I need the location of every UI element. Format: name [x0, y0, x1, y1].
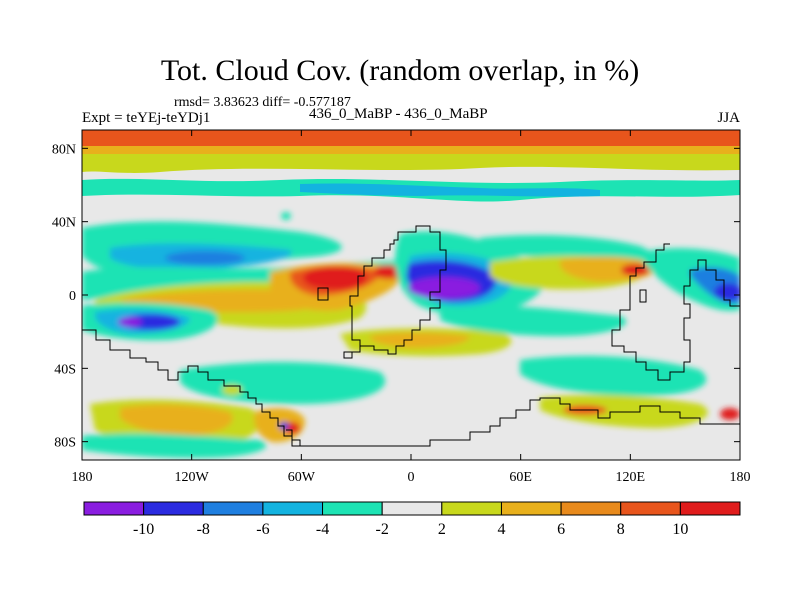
y-tick-label: 40N [52, 216, 76, 231]
colorbar-swatch [382, 502, 442, 515]
y-tick-label: 0 [69, 289, 76, 304]
blob-atl-red [303, 266, 367, 290]
x-tick-label: 120E [616, 470, 646, 485]
colorbar-tick-label: 6 [557, 521, 565, 538]
colorbar-tick-label: -6 [256, 521, 269, 538]
blob-africa-violet [408, 277, 480, 299]
y-tick-label: 80S [54, 436, 76, 451]
colorbar-swatch [680, 502, 740, 515]
colorbar-tick-label: -2 [376, 521, 389, 538]
colorbar-tick-label: -10 [133, 521, 154, 538]
x-tick-label: 0 [408, 470, 415, 485]
colorbar-tick-label: 4 [497, 521, 505, 538]
blob-baffin-cyan [281, 212, 291, 220]
colorbar-swatch [561, 502, 621, 515]
blob-ant-red-2 [720, 408, 740, 420]
colorbar-swatch [144, 502, 204, 515]
blob-npac-blue [165, 251, 245, 265]
colorbar-swatch [442, 502, 502, 515]
colorbar-tick-label: 8 [617, 521, 625, 538]
x-tick-label: 180 [730, 470, 751, 485]
x-tick-label: 60W [288, 470, 316, 485]
blob-wpac-red [621, 264, 649, 276]
colorbar-swatch [84, 502, 144, 515]
x-tick-label: 180 [72, 470, 93, 485]
blob-spac-violet [118, 317, 142, 327]
colorbar-swatch [203, 502, 263, 515]
colorbar-swatch [501, 502, 561, 515]
colorbar-swatch [263, 502, 323, 515]
x-tick-label: 60E [509, 470, 532, 485]
colorbar-swatch [323, 502, 383, 515]
colorbar-tick-label: 10 [672, 521, 688, 538]
y-tick-label: 40S [54, 362, 76, 377]
colorbar-tick-label: -8 [197, 521, 210, 538]
colorbar-tick-label: -4 [316, 521, 329, 538]
colorbar-tick-label: 2 [438, 521, 446, 538]
colorbar: -10 -8 -6 -4 -2 2 4 6 8 10 [84, 502, 740, 538]
colorbar-swatch [621, 502, 681, 515]
x-tick-label: 120W [175, 470, 210, 485]
y-tick-label: 80N [52, 142, 76, 157]
blob-wpac-deepblue [714, 283, 742, 301]
